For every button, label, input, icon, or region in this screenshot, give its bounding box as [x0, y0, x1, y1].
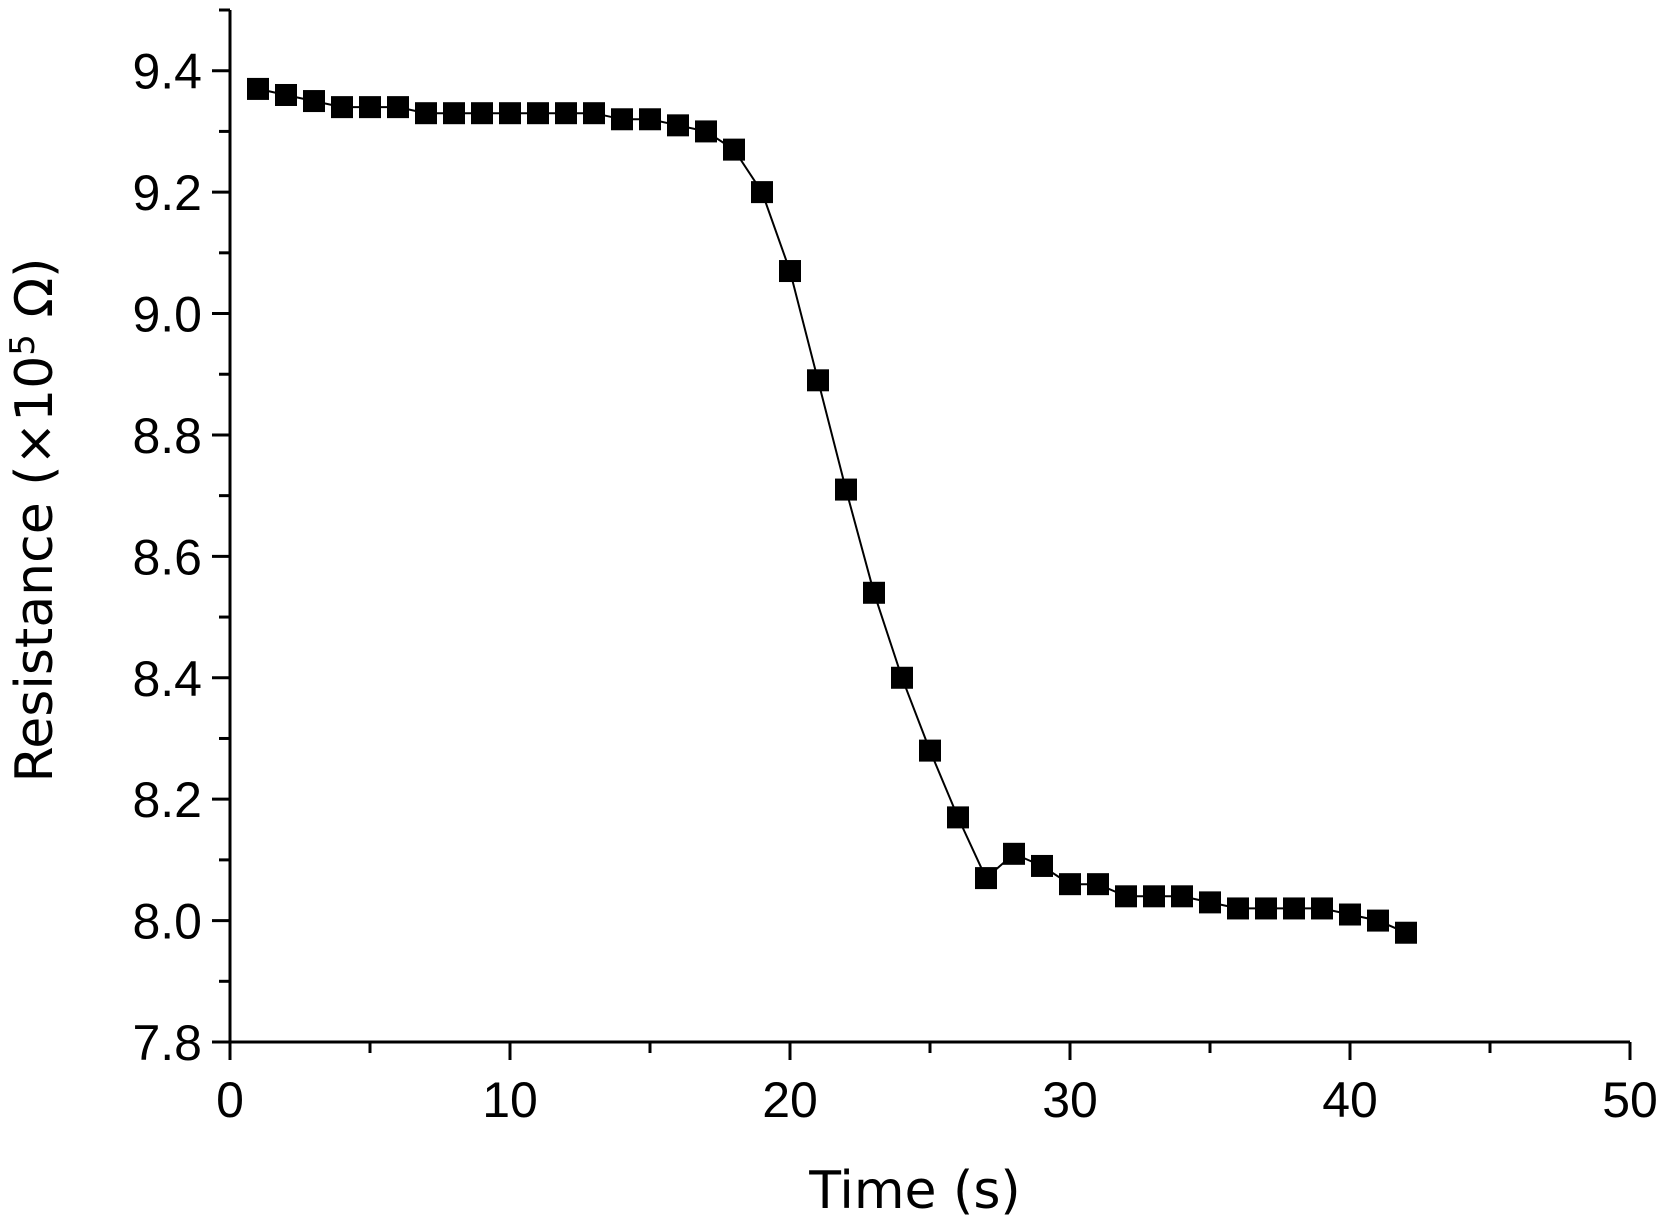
y-axis-title-superscript: 5 — [3, 334, 43, 356]
data-point — [555, 102, 577, 125]
y-tick-label: 8.8 — [132, 408, 202, 464]
data-point — [331, 96, 353, 119]
data-point — [695, 120, 717, 143]
data-point — [639, 108, 661, 131]
data-point — [1087, 873, 1109, 896]
x-tick-label: 20 — [762, 1072, 818, 1128]
data-point — [835, 478, 857, 501]
data-point — [1199, 891, 1221, 914]
ticks: 0 10 20 30 40 50 7.8 8.0 8.2 8.4 8.6 8.8 9.0 9.2 9.4 — [132, 8, 1658, 1128]
data-point — [667, 114, 689, 137]
data-point — [975, 867, 997, 890]
y-tick-label: 8.0 — [132, 894, 202, 950]
data-point — [247, 77, 269, 100]
data-point — [1339, 903, 1361, 926]
data-point — [947, 806, 969, 829]
y-axis-title-main: Resistance (×10 — [5, 356, 65, 783]
data-point — [1031, 854, 1053, 877]
data-point — [723, 138, 745, 161]
data-point — [583, 102, 605, 125]
data-point — [611, 108, 633, 131]
x-tick-label: 0 — [216, 1072, 244, 1128]
y-tick-label: 8.2 — [132, 772, 202, 828]
data-point — [527, 102, 549, 125]
data-point — [1059, 873, 1081, 896]
data-point — [275, 83, 297, 106]
data-series — [247, 77, 1417, 944]
data-point — [1283, 897, 1305, 920]
data-point — [359, 96, 381, 119]
y-tick-label: 8.6 — [132, 529, 202, 585]
data-point — [1171, 885, 1193, 908]
data-point — [807, 369, 829, 392]
data-point — [1143, 885, 1165, 908]
data-point — [919, 739, 941, 762]
y-tick-label: 7.8 — [132, 1015, 202, 1071]
data-point — [1311, 897, 1333, 920]
data-point — [751, 181, 773, 204]
x-axis-title: Time (s) — [808, 1161, 1020, 1221]
data-point — [891, 666, 913, 689]
data-point — [499, 102, 521, 125]
y-tick-label: 8.4 — [132, 651, 202, 707]
y-tick-label: 9.2 — [132, 165, 202, 221]
data-point — [471, 102, 493, 125]
x-tick-label: 30 — [1042, 1072, 1098, 1128]
data-point — [415, 102, 437, 125]
data-point — [1003, 842, 1025, 865]
data-point — [1115, 885, 1137, 908]
data-point — [1227, 897, 1249, 920]
y-axis-title-end: Ω) — [5, 258, 65, 335]
data-point — [1395, 921, 1417, 944]
y-axis-title: Resistance (×105 Ω) — [3, 258, 65, 783]
x-tick-label: 50 — [1602, 1072, 1658, 1128]
series-line — [257, 87, 1407, 934]
x-tick-label: 40 — [1322, 1072, 1378, 1128]
y-tick-label: 9.4 — [132, 44, 202, 100]
x-tick-label: 10 — [482, 1072, 538, 1128]
y-tick-label: 9.0 — [132, 287, 202, 343]
data-point — [303, 90, 325, 113]
data-point — [443, 102, 465, 125]
data-point — [1255, 897, 1277, 920]
data-point — [863, 581, 885, 604]
axes — [228, 10, 1630, 1044]
data-point — [387, 96, 409, 119]
data-point — [1367, 909, 1389, 932]
data-point — [779, 260, 801, 283]
